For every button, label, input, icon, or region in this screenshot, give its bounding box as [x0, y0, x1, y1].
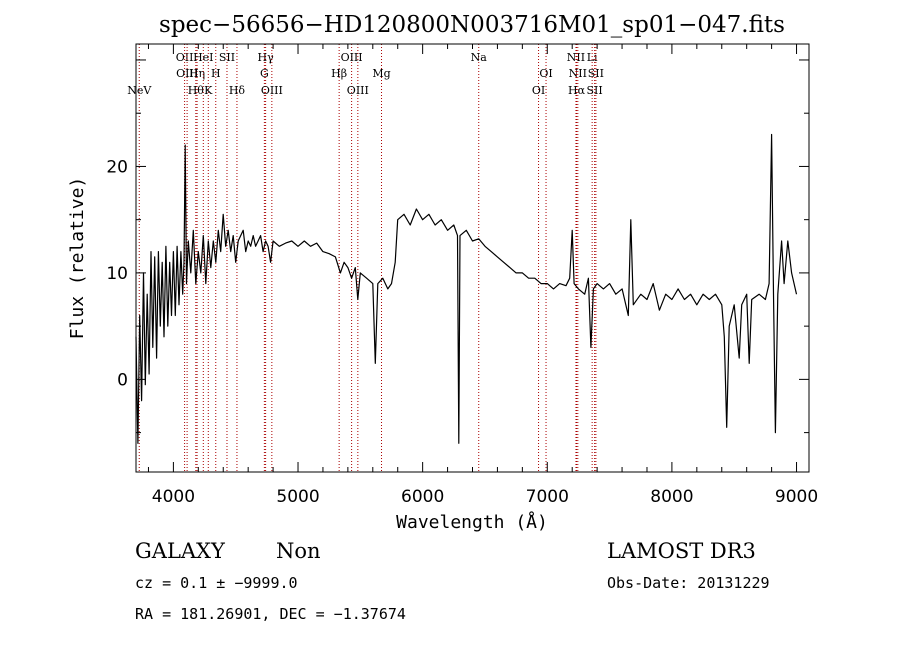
x-tick-label: 5000: [276, 487, 319, 507]
line-marker-label: Li: [587, 51, 598, 64]
line-marker-label: Hη: [189, 67, 205, 80]
line-marker-label: G: [260, 67, 269, 80]
line-marker-label: OI: [539, 67, 552, 80]
line-marker-label: OI: [532, 84, 545, 97]
y-tick-label: 0: [117, 370, 128, 390]
coordinates-text: RA = 181.26901, DEC = −1.37674: [135, 605, 406, 623]
y-tick-label: 20: [106, 157, 128, 177]
object-class: GALAXY: [135, 539, 226, 563]
line-marker-label: Hδ: [229, 84, 246, 97]
y-axis: 0 10 20: [106, 59, 809, 434]
line-marker-label: H: [211, 67, 221, 80]
object-subclass: Non: [276, 539, 321, 563]
x-tick-label: 6000: [401, 487, 444, 507]
line-marker-label: NII: [569, 67, 587, 80]
line-marker-label: K: [204, 84, 213, 97]
x-tick-label: 9000: [775, 487, 818, 507]
line-marker-label: OII: [176, 51, 194, 64]
line-marker-label: SII: [588, 67, 604, 80]
x-axis-label: Wavelength (Å): [396, 511, 548, 533]
line-marker-label: SII: [219, 51, 235, 64]
line-marker-label: Mg: [372, 67, 390, 80]
x-tick-label: 4000: [152, 487, 195, 507]
line-marker-label: Na: [471, 51, 488, 64]
y-axis-label: Flux (relative): [67, 177, 88, 340]
x-tick-label: 7000: [526, 487, 569, 507]
line-marker-label: NeV: [127, 84, 152, 97]
redshift-text: cz = 0.1 ± −9999.0: [135, 574, 298, 592]
line-marker-label: HeI: [193, 51, 213, 64]
line-marker-label: OIII: [261, 84, 283, 97]
line-marker-label: OIII: [347, 84, 369, 97]
line-marker-label: NII: [567, 51, 585, 64]
line-marker-label: Hβ: [331, 67, 347, 80]
line-marker-label: Hα: [568, 84, 586, 97]
x-axis: 4000 5000 6000 7000 8000 9000: [147, 44, 818, 507]
x-tick-label: 8000: [650, 487, 693, 507]
line-marker-label: Hγ: [258, 51, 275, 64]
line-markers: NeVOIIOIIIHθHηHeIKHSIIHδHγGOIIIHβOIIIOII…: [127, 44, 604, 472]
chart-title: spec−56656−HD120800N003716M01_sp01−047.f…: [159, 12, 785, 38]
survey-name: LAMOST DR3: [607, 539, 756, 563]
line-marker-label: Hθ: [188, 84, 205, 97]
plot-area: [135, 133, 798, 444]
spectrum-line-0: [135, 133, 798, 444]
line-marker-label: OIII: [176, 67, 198, 80]
obs-date: Obs-Date: 20131229: [607, 574, 770, 592]
line-marker-label: OIII: [341, 51, 363, 64]
y-tick-label: 10: [106, 264, 128, 284]
line-marker-label: SII: [587, 84, 603, 97]
